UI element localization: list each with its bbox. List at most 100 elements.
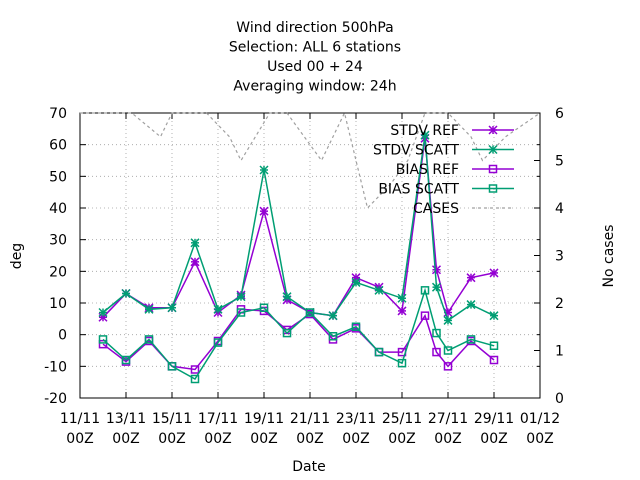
data-point-stdv-ref: [489, 268, 499, 278]
data-point-bias-scatt: [305, 308, 315, 317]
x-tick-label: 00Z: [66, 431, 93, 447]
y-tick-label: 10: [49, 296, 67, 312]
data-point-bias-scatt: [236, 308, 246, 317]
series-line-bias-ref: [102, 308, 495, 371]
data-point-bias-ref: [443, 362, 453, 371]
data-point-stdv-scatt: [443, 315, 453, 325]
series-line-cases: [80, 111, 541, 210]
series-line-bias-scatt: [102, 287, 495, 380]
y-tick-label: 70: [49, 106, 67, 122]
data-point-stdv-ref: [466, 273, 476, 283]
x-tick-label: 00Z: [250, 431, 277, 447]
y2-tick-label: 1: [555, 344, 564, 360]
x-tick-label: 01/12: [520, 411, 560, 427]
x-tick-label: 00Z: [342, 431, 369, 447]
data-point-bias-ref: [432, 347, 441, 357]
data-point-stdv-scatt: [190, 238, 200, 248]
y-tick-label: -20: [44, 391, 67, 407]
data-point-stdv-scatt: [431, 282, 442, 292]
title-line: Wind direction 500hPa: [236, 20, 393, 36]
data-point-bias-scatt: [351, 322, 361, 331]
y2-tick-label: 4: [555, 201, 564, 217]
legend-label: BIAS REF: [396, 162, 459, 178]
x-axis-label: Date: [292, 459, 325, 475]
chart-title: Wind direction 500hPa Selection: ALL 6 st…: [229, 20, 401, 95]
x-tick-label: 00Z: [158, 431, 185, 447]
data-point-stdv-scatt: [397, 293, 407, 303]
data-point-bias-scatt: [328, 332, 338, 341]
data-point-bias-scatt: [432, 328, 441, 338]
series-layer: [80, 111, 541, 384]
legend-marker: [488, 184, 498, 193]
data-point-stdv-scatt: [167, 303, 177, 313]
x-tick-label: 11/11: [60, 411, 100, 427]
data-point-stdv-ref: [443, 307, 453, 318]
title-line: Selection: ALL 6 stations: [229, 40, 401, 56]
data-point-stdv-scatt: [489, 311, 499, 321]
y2-tick-label: 0: [555, 391, 564, 407]
y-tick-label: 20: [49, 264, 67, 280]
data-point-bias-scatt: [98, 335, 108, 344]
x-tick-label: 25/11: [382, 411, 422, 427]
data-point-stdv-scatt: [328, 311, 338, 321]
data-point-bias-ref: [489, 355, 499, 365]
data-point-bias-scatt: [420, 286, 430, 295]
data-point-bias-ref: [190, 365, 200, 374]
plot-frame: [79, 112, 541, 399]
y2-tick-label: 2: [555, 296, 564, 312]
legend-marker: [488, 144, 498, 155]
data-point-stdv-scatt: [236, 292, 246, 302]
data-point-stdv-ref: [190, 257, 200, 267]
data-point-bias-scatt: [489, 341, 499, 350]
data-point-stdv-scatt: [98, 307, 108, 318]
x-tick-label: 15/11: [152, 411, 192, 427]
y2-tick-label: 3: [555, 249, 564, 265]
x-tick-label: 19/11: [244, 411, 284, 427]
data-point-stdv-ref: [397, 306, 407, 316]
x-tick-label: 21/11: [290, 411, 330, 427]
data-point-bias-scatt: [282, 328, 292, 338]
y2-axis-label: No cases: [601, 225, 617, 288]
x-tick-label: 00Z: [480, 431, 507, 447]
legend-label: STDV SCATT: [373, 143, 459, 159]
data-point-stdv-scatt: [144, 304, 154, 314]
data-point-stdv-scatt: [259, 165, 269, 175]
x-tick-label: 17/11: [198, 411, 238, 427]
y-tick-label: 40: [49, 201, 67, 217]
data-point-bias-scatt: [466, 335, 476, 344]
y-tick-label: 60: [49, 138, 67, 154]
data-point-stdv-scatt: [374, 285, 384, 295]
legend-label: CASES: [413, 201, 459, 217]
data-point-stdv-scatt: [282, 292, 292, 302]
axes: -20 -10 0 10 20 30 40 50 60 70 0 1 2 3 4 5 6 11/11 00Z 13/1…: [44, 106, 564, 447]
x-tick-label: 23/11: [336, 411, 376, 427]
data-point-bias-ref: [98, 339, 108, 349]
legend: STDV REF STDV SCATT BIAS REF BIAS SCATT CASE…: [373, 123, 514, 217]
data-point-bias-scatt: [167, 362, 177, 371]
data-point-bias-scatt: [443, 346, 453, 355]
x-tick-label: 00Z: [204, 431, 231, 447]
title-line: Averaging window: 24h: [233, 79, 396, 95]
title-line: Used 00 + 24: [267, 59, 363, 75]
x-tick-label: 00Z: [112, 431, 139, 447]
data-point-bias-scatt: [190, 374, 200, 384]
data-point-stdv-scatt: [420, 130, 430, 140]
legend-marker: [488, 125, 498, 135]
y2-tick-label: 5: [555, 154, 564, 170]
y-tick-label: -10: [44, 359, 67, 375]
y-tick-label: 30: [49, 233, 67, 249]
data-point-bias-scatt: [121, 355, 131, 365]
data-point-stdv-scatt: [351, 277, 361, 287]
x-tick-label: 27/11: [428, 411, 468, 427]
y-tick-label: 50: [49, 169, 67, 185]
grid: [80, 113, 540, 398]
x-tick-label: 00Z: [296, 431, 323, 447]
x-tick-label: 00Z: [526, 431, 553, 447]
y-tick-label: 0: [58, 328, 67, 344]
y2-tick-label: 6: [555, 106, 564, 122]
y-axis-label: deg: [9, 243, 25, 269]
x-tick-label: 00Z: [388, 431, 415, 447]
data-point-stdv-scatt: [121, 288, 131, 299]
data-point-bias-scatt: [144, 335, 154, 344]
x-tick-label: 29/11: [474, 411, 514, 427]
